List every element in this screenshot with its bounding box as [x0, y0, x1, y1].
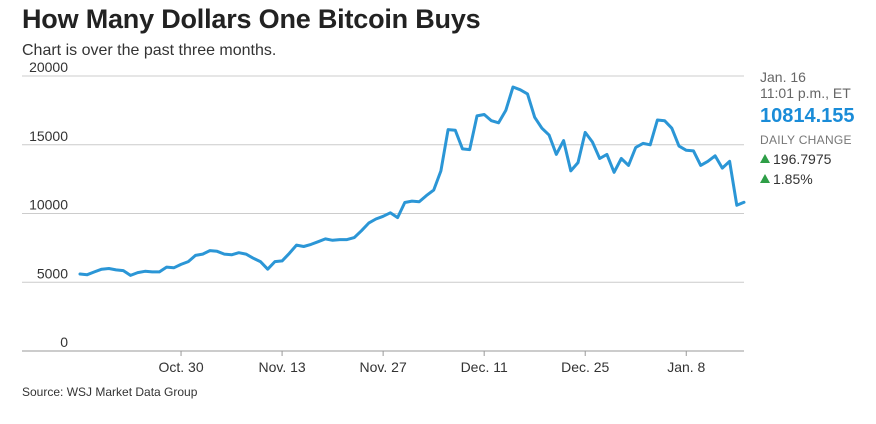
daily-change-percent: 1.85% — [760, 171, 872, 187]
source-note: Source: WSJ Market Data Group — [22, 385, 198, 399]
series-line-bitcoin — [78, 85, 746, 277]
up-arrow-icon — [760, 174, 770, 183]
x-tick-label: Oct. 30 — [158, 359, 203, 375]
daily-change-absolute: 196.7975 — [760, 151, 872, 167]
x-tick-label: Nov. 27 — [360, 359, 407, 375]
latest-quote-panel: Jan. 16 11:01 p.m., ET 10814.155 DAILY C… — [760, 69, 872, 187]
quote-time: 11:01 p.m., ET — [760, 85, 851, 101]
quote-date: Jan. 16 — [760, 69, 806, 85]
quote-price: 10814.155 — [760, 105, 855, 127]
daily-change-label: DAILY CHANGE — [760, 133, 852, 147]
up-arrow-icon — [760, 154, 770, 163]
x-tick-label: Jan. 8 — [667, 359, 705, 375]
daily-change-percent-value: 1.85% — [773, 171, 813, 187]
y-tick-label: 20000 — [29, 59, 68, 75]
chart-subtitle: Chart is over the past three months. — [22, 42, 277, 59]
chart-title: How Many Dollars One Bitcoin Buys — [22, 4, 481, 34]
y-tick-label: 0 — [60, 334, 68, 350]
x-tick-label: Dec. 11 — [461, 359, 508, 375]
y-tick-label: 5000 — [37, 265, 68, 281]
x-tick-label: Dec. 25 — [561, 359, 609, 375]
x-tick-label: Nov. 13 — [258, 359, 305, 375]
y-tick-label: 10000 — [29, 197, 68, 213]
y-tick-label: 15000 — [29, 128, 68, 144]
daily-change-absolute-value: 196.7975 — [773, 151, 832, 167]
